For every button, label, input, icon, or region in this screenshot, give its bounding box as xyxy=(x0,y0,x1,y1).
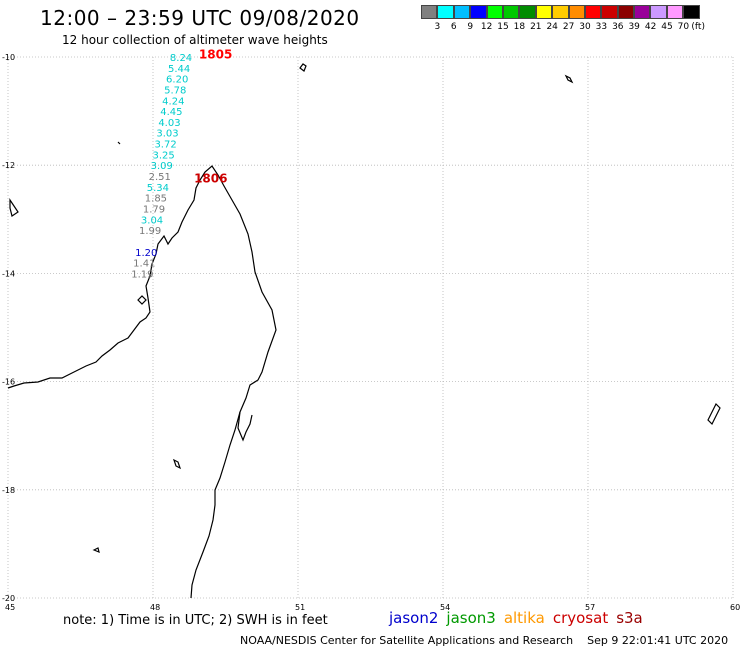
madagascar-coastline xyxy=(7,165,277,599)
credit-text: NOAA/NESDIS Center for Satellite Applica… xyxy=(240,634,574,647)
legend-label: 70 xyxy=(677,22,690,32)
satellite-altika: altika xyxy=(503,609,545,627)
legend-label: 18 xyxy=(513,22,526,32)
island-west-3 xyxy=(92,547,100,553)
island-west-4 xyxy=(117,141,121,145)
island-west-2 xyxy=(172,458,182,470)
longitude-label: 45 xyxy=(5,603,15,612)
legend-label: 30 xyxy=(579,22,591,32)
legend-swatch xyxy=(470,5,487,19)
altimeter-tracks: 8.245.446.205.784.244.454.033.033.723.25… xyxy=(131,53,192,280)
wave-height-value: 4.24 xyxy=(162,96,184,107)
wave-height-value: 1.99 xyxy=(139,226,161,237)
legend-swatch xyxy=(568,5,585,19)
longitude-label: 60 xyxy=(730,603,740,612)
wave-height-value: 4.03 xyxy=(158,118,180,129)
wave-height-value: 3.72 xyxy=(154,140,176,151)
legend-unit: (ft) xyxy=(691,22,705,32)
credit-line: NOAA/NESDIS Center for Satellite Applica… xyxy=(240,634,728,647)
legend-swatch xyxy=(519,5,536,19)
wave-height-value: 2.51 xyxy=(149,172,171,183)
longitude-label: 54 xyxy=(440,603,450,612)
legend-label: 33 xyxy=(595,22,608,32)
wave-height-value: 3.04 xyxy=(141,215,163,226)
wave-height-value: 3.25 xyxy=(153,150,175,161)
legend-label: 6 xyxy=(450,22,457,32)
legend-swatch xyxy=(453,5,471,19)
island-east xyxy=(707,402,721,426)
legend-swatch xyxy=(601,5,618,19)
wave-height-value: 1.85 xyxy=(145,194,167,205)
island-northeast xyxy=(564,74,574,84)
legend-swatch xyxy=(421,5,438,19)
satellite-jason2: jason2 xyxy=(389,609,439,627)
madagascar-west-coastline xyxy=(237,411,253,442)
satellite-jason3: jason3 xyxy=(446,609,496,627)
island-west-1 xyxy=(9,198,19,217)
legend-label: 39 xyxy=(628,22,640,32)
legend-label: 36 xyxy=(612,22,624,32)
satellite-cryosat: cryosat xyxy=(552,609,609,627)
latitude-label: -10 xyxy=(2,53,15,62)
wave-height-value: 3.03 xyxy=(156,129,178,140)
latitude-label: -16 xyxy=(2,378,15,387)
wave-height-value: 6.20 xyxy=(166,75,188,86)
pass-time-label: 1806 xyxy=(194,172,227,186)
longitude-label: 51 xyxy=(295,603,305,612)
legend-swatch xyxy=(584,5,602,19)
legend-swatch xyxy=(552,5,569,19)
pass-time-label: 1805 xyxy=(199,47,232,61)
color-scale-labels: 3 6 9 12 15 18 21 24 27 30 33 36 39 42 45 70 (ft) xyxy=(421,22,740,34)
legend-swatch xyxy=(634,5,651,19)
legend-swatch xyxy=(617,5,635,19)
footnote: note: 1) Time is in UTC; 2) SWH is in fe… xyxy=(63,613,328,628)
latitude-label: -14 xyxy=(2,269,15,278)
color-scale-legend xyxy=(421,5,700,19)
satellite-legend: jason2 jason3 altika cryosat s3a xyxy=(389,609,651,627)
satellite-s3a: s3a xyxy=(616,609,643,627)
legend-label: 24 xyxy=(546,22,558,32)
island-north xyxy=(299,63,307,72)
legend-swatch xyxy=(535,5,553,19)
wave-height-value: 1.20 xyxy=(135,248,157,259)
legend-label: 21 xyxy=(530,22,542,32)
wave-height-value: 1.41 xyxy=(133,259,155,270)
latitude-label: -12 xyxy=(2,161,15,170)
coastline xyxy=(7,63,721,599)
graticule-grid xyxy=(7,56,734,599)
legend-swatch xyxy=(666,5,684,19)
wave-height-value: 1.19 xyxy=(131,269,153,280)
legend-swatch xyxy=(683,5,700,19)
wave-height-value: 3.09 xyxy=(151,161,173,172)
legend-label: 45 xyxy=(661,22,673,32)
wave-height-value: 1.79 xyxy=(143,204,165,215)
legend-swatch xyxy=(650,5,667,19)
longitude-label: 48 xyxy=(150,603,160,612)
page-subtitle: 12 hour collection of altimeter wave hei… xyxy=(62,33,328,47)
legend-swatch xyxy=(502,5,520,19)
wave-height-value: 5.34 xyxy=(147,183,169,194)
legend-swatch xyxy=(437,5,454,19)
legend-label: 27 xyxy=(562,22,575,32)
longitude-label: 57 xyxy=(585,603,595,612)
legend-label: 9 xyxy=(467,22,474,32)
island-nosy-be xyxy=(137,295,147,305)
legend-label: 3 xyxy=(434,22,441,32)
page-title: 12:00 – 23:59 UTC 09/08/2020 xyxy=(40,6,360,30)
pass-time-labels: 1805 1806 xyxy=(194,47,232,185)
generated-timestamp: Sep 9 22:01:41 UTC 2020 xyxy=(587,634,729,647)
legend-label: 42 xyxy=(644,22,657,32)
legend-label: 12 xyxy=(480,22,493,32)
wave-height-value: 5.44 xyxy=(168,64,190,75)
latitude-label: -18 xyxy=(2,486,15,495)
wave-height-value: 5.78 xyxy=(164,85,186,96)
wave-height-value: 8.24 xyxy=(170,53,192,64)
legend-swatch xyxy=(486,5,503,19)
latitude-label: -20 xyxy=(2,594,15,603)
wave-height-value: 4.45 xyxy=(160,107,182,118)
legend-label: 15 xyxy=(497,22,509,32)
